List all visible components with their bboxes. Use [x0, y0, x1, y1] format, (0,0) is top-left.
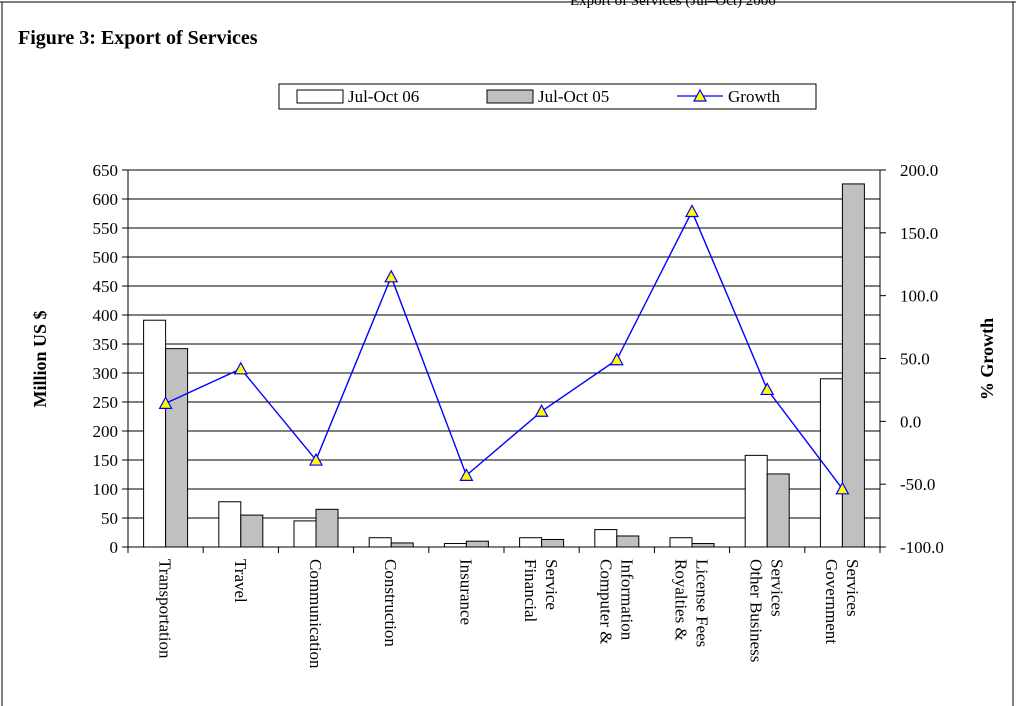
y2-tick-label: -100.0: [900, 538, 944, 557]
y2-tick-label: 0.0: [900, 412, 921, 431]
y-tick-label: 200: [93, 422, 119, 441]
category-label: Financial: [521, 559, 540, 623]
legend: Jul-Oct 06 Jul-Oct 05 Growth: [278, 83, 817, 110]
category-labels: Transportation Travel Communication Constru…: [156, 559, 862, 669]
y-tick-label: 0: [110, 538, 119, 557]
growth-marker: [459, 468, 474, 481]
legend-swatch-jul-oct-06: [296, 89, 344, 104]
category-label: Royalties &: [672, 559, 691, 641]
category-label: Information: [617, 559, 636, 641]
y-tick-label: 450: [93, 277, 119, 296]
figure-title: Figure 3: Export of Services: [18, 27, 258, 49]
growth-marker: [534, 404, 549, 417]
bar-jul-oct-06: [143, 319, 167, 548]
y2-tick-label: 100.0: [900, 287, 938, 306]
y-axis-title: Million US $: [30, 310, 50, 407]
bar-jul-oct-05: [465, 540, 489, 548]
growth-line-series: [158, 204, 850, 495]
legend-label-jul-oct-06: Jul-Oct 06: [348, 87, 419, 106]
page-header-text: Export of Services (Jul–Oct) 2006: [570, 0, 776, 9]
y2-axis-title: % Growth: [977, 318, 997, 400]
bar-jul-oct-06: [819, 378, 843, 548]
legend-label-jul-oct-05: Jul-Oct 05: [538, 87, 609, 106]
growth-marker: [233, 361, 248, 375]
growth-marker: [684, 204, 700, 218]
growth-marker: [158, 396, 173, 409]
y2-tick-label: 50.0: [900, 350, 930, 369]
category-label: Government: [822, 559, 841, 644]
bars: [143, 183, 865, 548]
bar-jul-oct-06: [368, 537, 392, 548]
bar-jul-oct-05: [766, 473, 790, 548]
legend-swatch-jul-oct-05: [486, 89, 534, 104]
y-tick-label: 50: [101, 509, 118, 528]
y-tick-label: 300: [93, 364, 119, 383]
category-label: Insurance: [456, 559, 475, 625]
bar-jul-oct-05: [541, 538, 565, 548]
category-label: License Fees: [693, 559, 712, 647]
bar-jul-oct-06: [594, 529, 618, 548]
growth-marker: [609, 352, 624, 366]
bar-jul-oct-06: [519, 537, 543, 548]
bar-jul-oct-06: [218, 501, 242, 548]
bar-jul-oct-06: [443, 543, 467, 548]
bar-jul-oct-06: [669, 537, 693, 548]
bar-jul-oct-05: [691, 543, 715, 548]
growth-marker: [760, 382, 775, 396]
growth-marker: [384, 269, 399, 283]
y2-tick-label: 150.0: [900, 224, 938, 243]
bar-jul-oct-05: [390, 542, 414, 548]
category-label: Other Business: [747, 559, 766, 662]
bar-jul-oct-06: [744, 454, 768, 548]
bar-jul-oct-05: [240, 514, 264, 548]
category-label: Travel: [231, 559, 250, 603]
tick-labels: 0 50 100 150 200 250 300 350 400 450 500 550 600 650 -…: [93, 161, 944, 557]
y2-tick-label: 200.0: [900, 161, 938, 180]
category-label: Construction: [381, 559, 400, 647]
y-tick-label: 100: [93, 480, 119, 499]
category-label: Services: [768, 559, 787, 617]
legend-label-growth: Growth: [728, 87, 780, 106]
growth-marker: [835, 481, 850, 495]
y-tick-label: 650: [93, 161, 119, 180]
axes: [122, 169, 886, 553]
bar-jul-oct-05: [616, 535, 640, 548]
legend-box: [278, 83, 817, 110]
y2-tick-label: -50.0: [900, 475, 935, 494]
y-tick-label: 400: [93, 306, 119, 325]
y-tick-label: 350: [93, 335, 119, 354]
category-label: Services: [843, 559, 862, 617]
y-tick-label: 550: [93, 219, 119, 238]
bar-jul-oct-05: [315, 508, 339, 548]
y-tick-label: 250: [93, 393, 119, 412]
bar-jul-oct-06: [293, 520, 317, 548]
bar-jul-oct-05: [165, 348, 189, 548]
legend-growth-marker: [692, 88, 708, 102]
category-label: Transportation: [156, 559, 175, 659]
y-tick-label: 150: [93, 451, 119, 470]
category-label: Service: [542, 559, 561, 610]
category-label: Computer &: [596, 559, 615, 644]
category-label: Communication: [306, 559, 325, 669]
growth-line: [165, 209, 843, 490]
y-tick-label: 500: [93, 248, 119, 267]
growth-marker: [308, 452, 324, 466]
y-tick-label: 600: [93, 190, 119, 209]
